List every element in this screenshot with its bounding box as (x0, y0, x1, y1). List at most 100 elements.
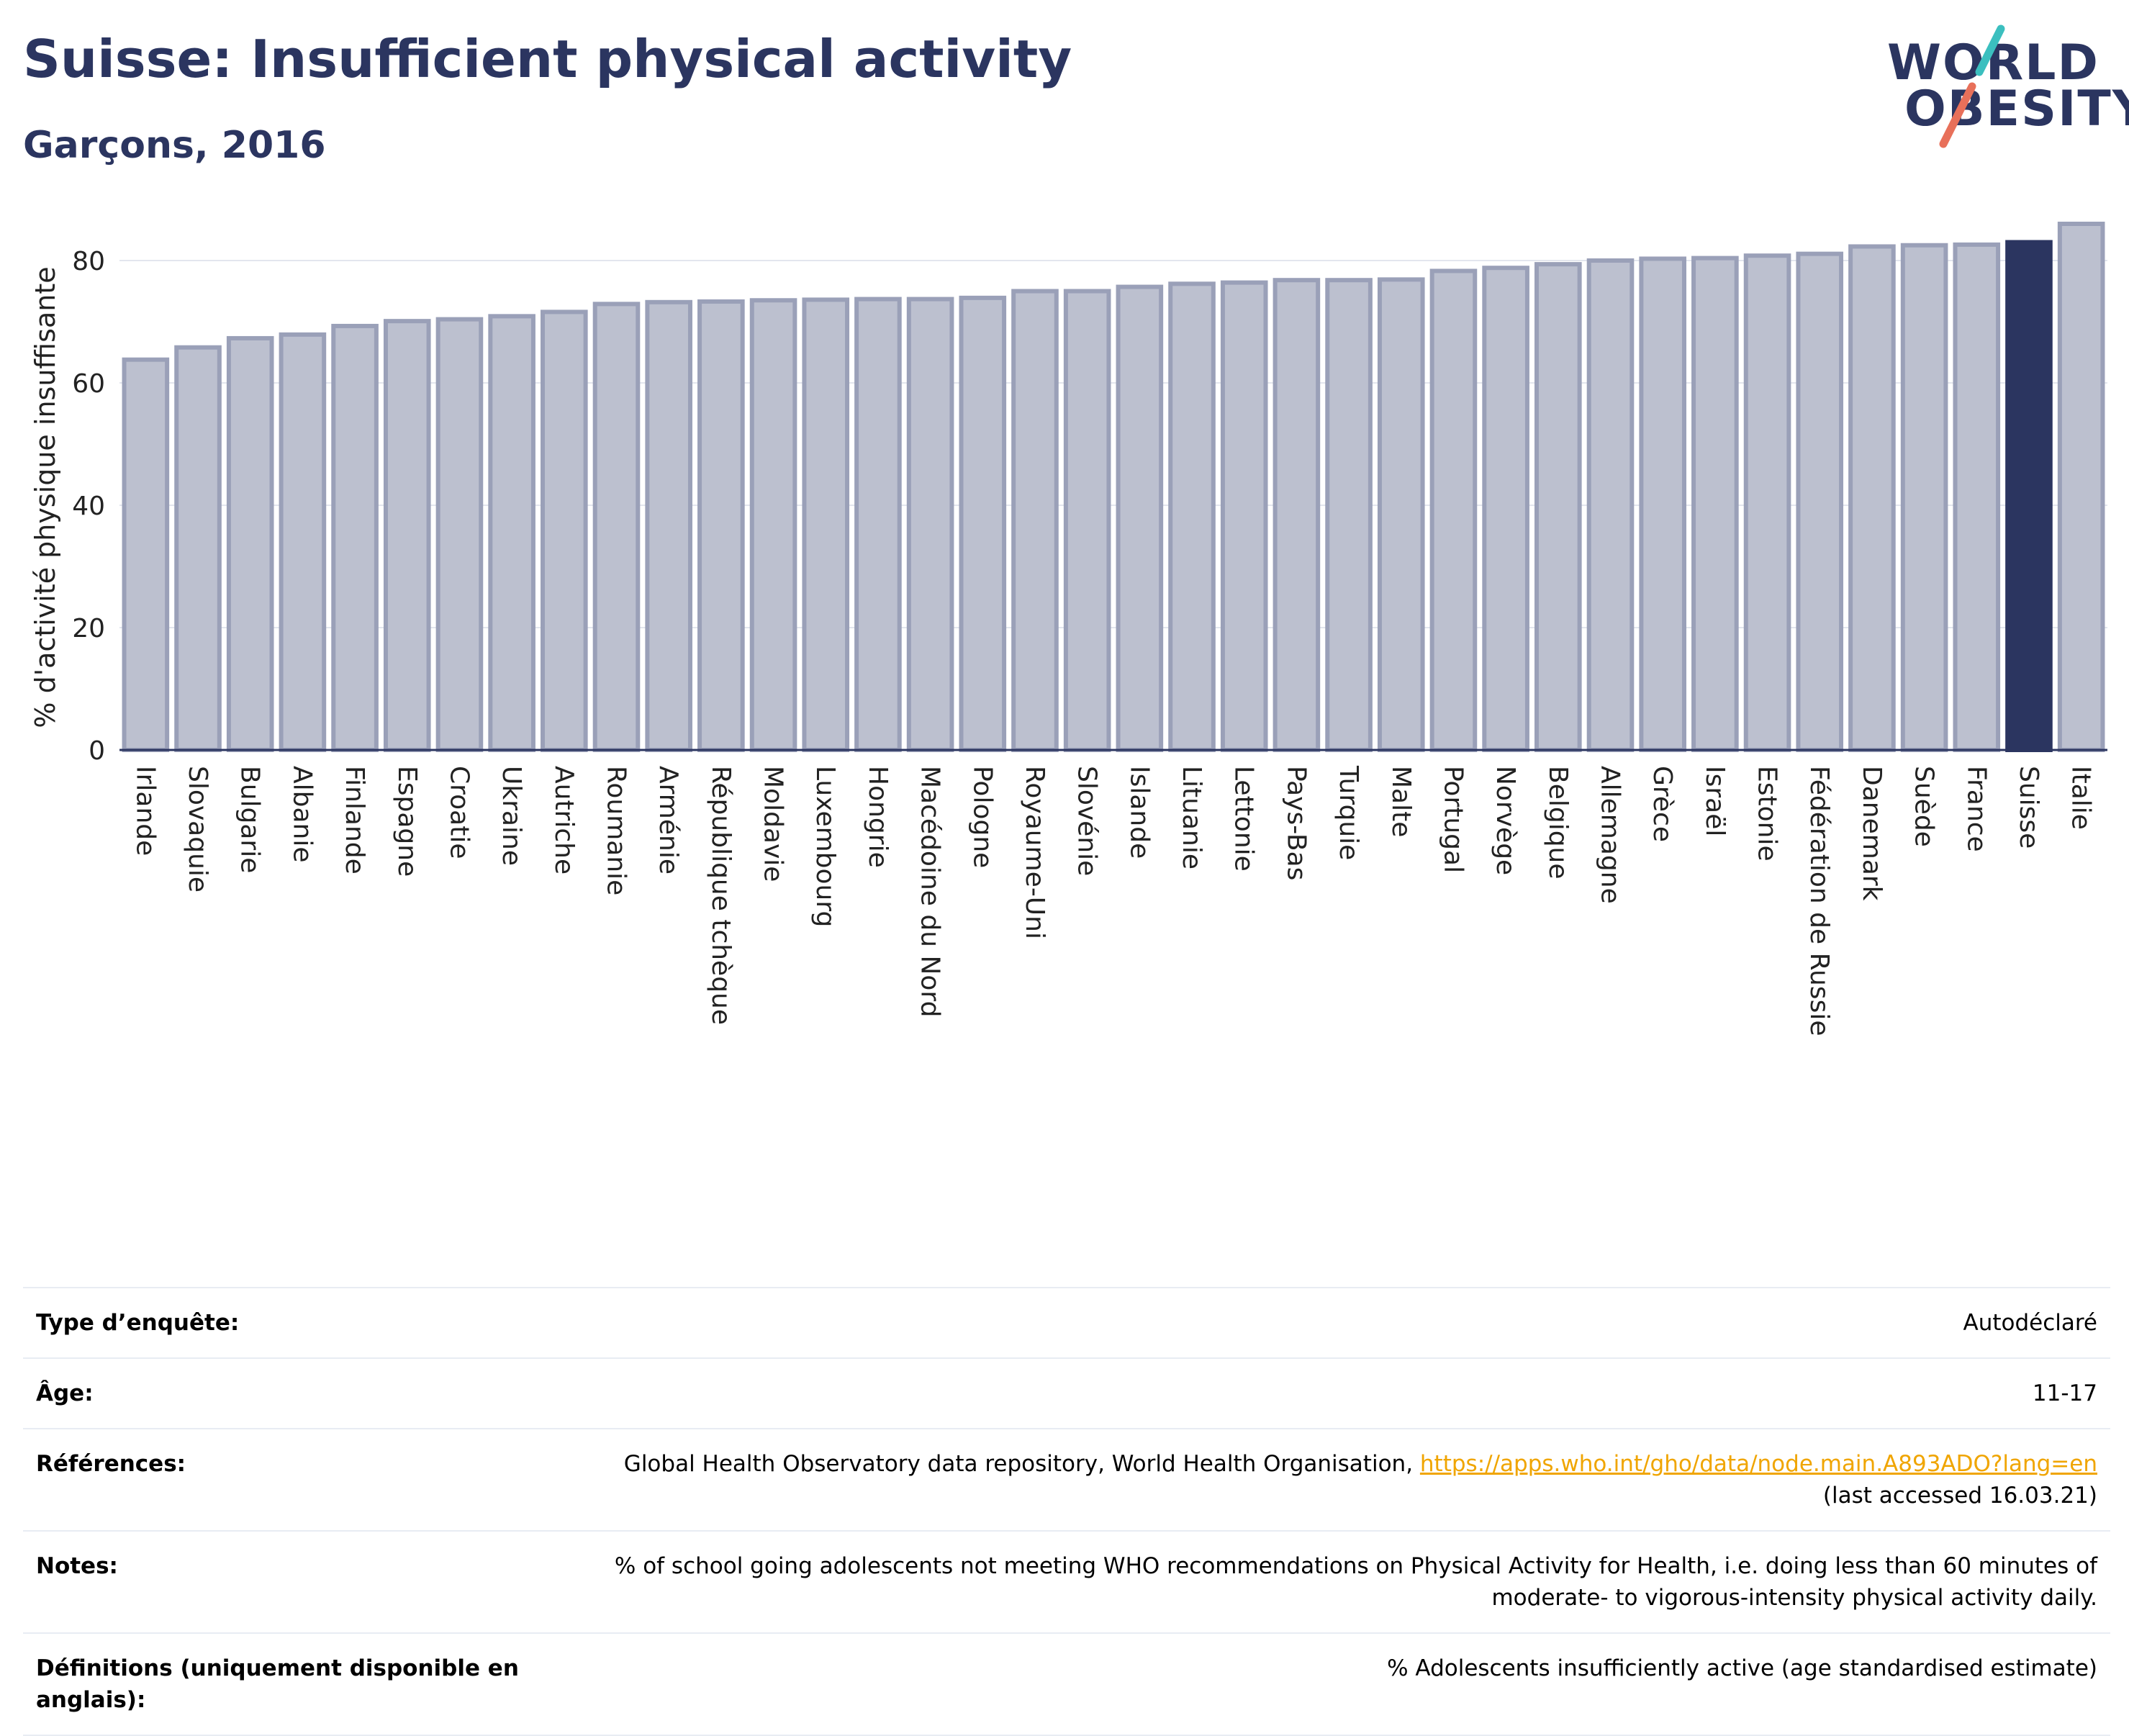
info-label: Définitions (uniquement disponible en an… (36, 1655, 519, 1713)
bar (1639, 256, 1686, 752)
bar (2057, 222, 2105, 752)
x-tick-label: République tchèque (706, 766, 736, 1025)
x-tick-label: Lettonie (1229, 766, 1259, 872)
x-tick-label: Italie (2066, 766, 2096, 830)
x-tick-label: Finlande (340, 766, 369, 874)
info-row-survey-type: Type d’enquête: Autodéclaré (23, 1287, 2110, 1357)
world-obesity-logo: WORLD OBESITY (1871, 22, 2129, 151)
x-tick-label: Pays-Bas (1281, 766, 1311, 880)
x-tick-label: Suisse (2014, 766, 2043, 849)
bar (697, 299, 745, 752)
y-tick-label: 80 (72, 247, 105, 276)
x-tick-label: Albanie (287, 766, 317, 863)
bar (1743, 253, 1791, 752)
x-tick-label: Moldavie (759, 766, 788, 882)
bar (1011, 289, 1059, 752)
bar (906, 297, 954, 753)
bar (959, 295, 1007, 753)
bar (2005, 240, 2053, 752)
y-tick-label: 60 (72, 369, 105, 399)
info-table: Type d’enquête: Autodéclaré Âge: 11-17 R… (23, 1287, 2110, 1736)
bar (1273, 278, 1321, 752)
x-tick-label: Malte (1386, 766, 1416, 837)
x-tick-label: Arménie (654, 766, 683, 874)
x-tick-label: Roumanie (602, 766, 631, 895)
y-axis-label: % d'activité physique insuffisante (30, 266, 61, 728)
info-value: % of school going adolescents not meetin… (614, 1553, 2097, 1611)
bar (383, 319, 431, 752)
info-label: Type d’enquête: (36, 1310, 240, 1336)
info-label: Notes: (36, 1553, 118, 1579)
x-tick-label: France (1961, 766, 1991, 852)
x-tick-label: Suède (1909, 766, 1939, 847)
bar (1220, 280, 1268, 753)
info-row-age: Âge: 11-17 (23, 1357, 2110, 1428)
x-tick-label: Autriche (549, 766, 579, 874)
x-tick-label: Portugal (1438, 766, 1468, 873)
bar (1377, 277, 1425, 753)
info-row-references: Références: Global Health Observatory da… (23, 1428, 2110, 1530)
bar (802, 297, 850, 752)
x-tick-label: Espagne (392, 766, 422, 877)
bar (1586, 258, 1635, 752)
logo-line-2: OBESITY (1904, 81, 2129, 137)
reference-text: Global Health Observatory data repositor… (623, 1451, 1414, 1477)
reference-link[interactable]: https://apps.who.int/gho/data/node.main.… (1419, 1451, 2097, 1477)
x-tick-label: Luxembourg (810, 766, 840, 927)
bar (226, 335, 274, 752)
x-tick-label: Belgique (1543, 766, 1573, 880)
chart-subtitle: Garçons, 2016 (23, 124, 326, 167)
x-tick-label: Slovénie (1072, 766, 1102, 876)
x-tick-label: Fédération de Russie (1804, 766, 1834, 1036)
bar (592, 302, 641, 753)
bar (1796, 251, 1844, 752)
info-row-notes: Notes: % of school going adolescents not… (23, 1530, 2110, 1632)
x-tick-label: Danemark (1857, 766, 1886, 901)
bar (1482, 266, 1529, 752)
bar (1429, 268, 1478, 752)
bar (279, 332, 327, 753)
bar (1691, 256, 1739, 753)
logo-slash-icon (1939, 24, 2005, 148)
bar (1325, 278, 1373, 752)
bar (645, 299, 692, 753)
bar (488, 314, 535, 753)
info-label: Âge: (36, 1380, 94, 1406)
bar-chart: 0 20 40 60 80 % d'activité physique insuffisa… (30, 222, 2107, 1036)
chart-title: Suisse: Insufficient physical activity (23, 29, 1072, 89)
x-tick-label: Islande (1124, 766, 1154, 859)
x-tick-label: Israël (1700, 766, 1730, 836)
info-value: 11-17 (2032, 1380, 2097, 1406)
reference-accessed: (last accessed 16.03.21) (1822, 1483, 2097, 1509)
y-tick-label: 20 (72, 614, 105, 643)
bar (854, 297, 902, 753)
bar (1063, 289, 1111, 752)
bar (1534, 262, 1582, 753)
x-tick-label: Turquie (1334, 765, 1363, 860)
info-value: Global Health Observatory data repositor… (611, 1429, 2110, 1530)
y-tick-label: 40 (72, 492, 105, 521)
bar (435, 317, 484, 753)
x-tick-label: Ukraine (497, 766, 526, 866)
x-tick-label: Slovaquie (183, 766, 212, 892)
info-label: Références: (36, 1451, 186, 1477)
bar (1168, 281, 1216, 753)
x-tick-label: Royaume-Uni (1020, 766, 1049, 939)
bar (122, 357, 170, 752)
bar (1848, 244, 1896, 752)
x-tick-label: Macédoine du Nord (916, 766, 945, 1017)
bar (1953, 242, 2001, 752)
x-tick-label: Hongrie (863, 766, 892, 868)
x-tick-label: Bulgarie (235, 766, 265, 873)
y-tick-label: 0 (89, 736, 105, 766)
bar (541, 309, 588, 752)
info-value: % Adolescents insufficiently active (age… (1387, 1655, 2097, 1681)
x-tick-label: Allemagne (1596, 766, 1625, 904)
x-tick-label: Croatie (444, 766, 474, 859)
x-tick-label: Lituanie (1177, 766, 1206, 869)
x-tick-label: Pologne (967, 766, 997, 868)
bar (1900, 243, 1948, 752)
x-tick-label: Norvège (1491, 766, 1520, 875)
x-tick-label: Grèce (1647, 766, 1677, 842)
info-value: Autodéclaré (1963, 1310, 2097, 1336)
